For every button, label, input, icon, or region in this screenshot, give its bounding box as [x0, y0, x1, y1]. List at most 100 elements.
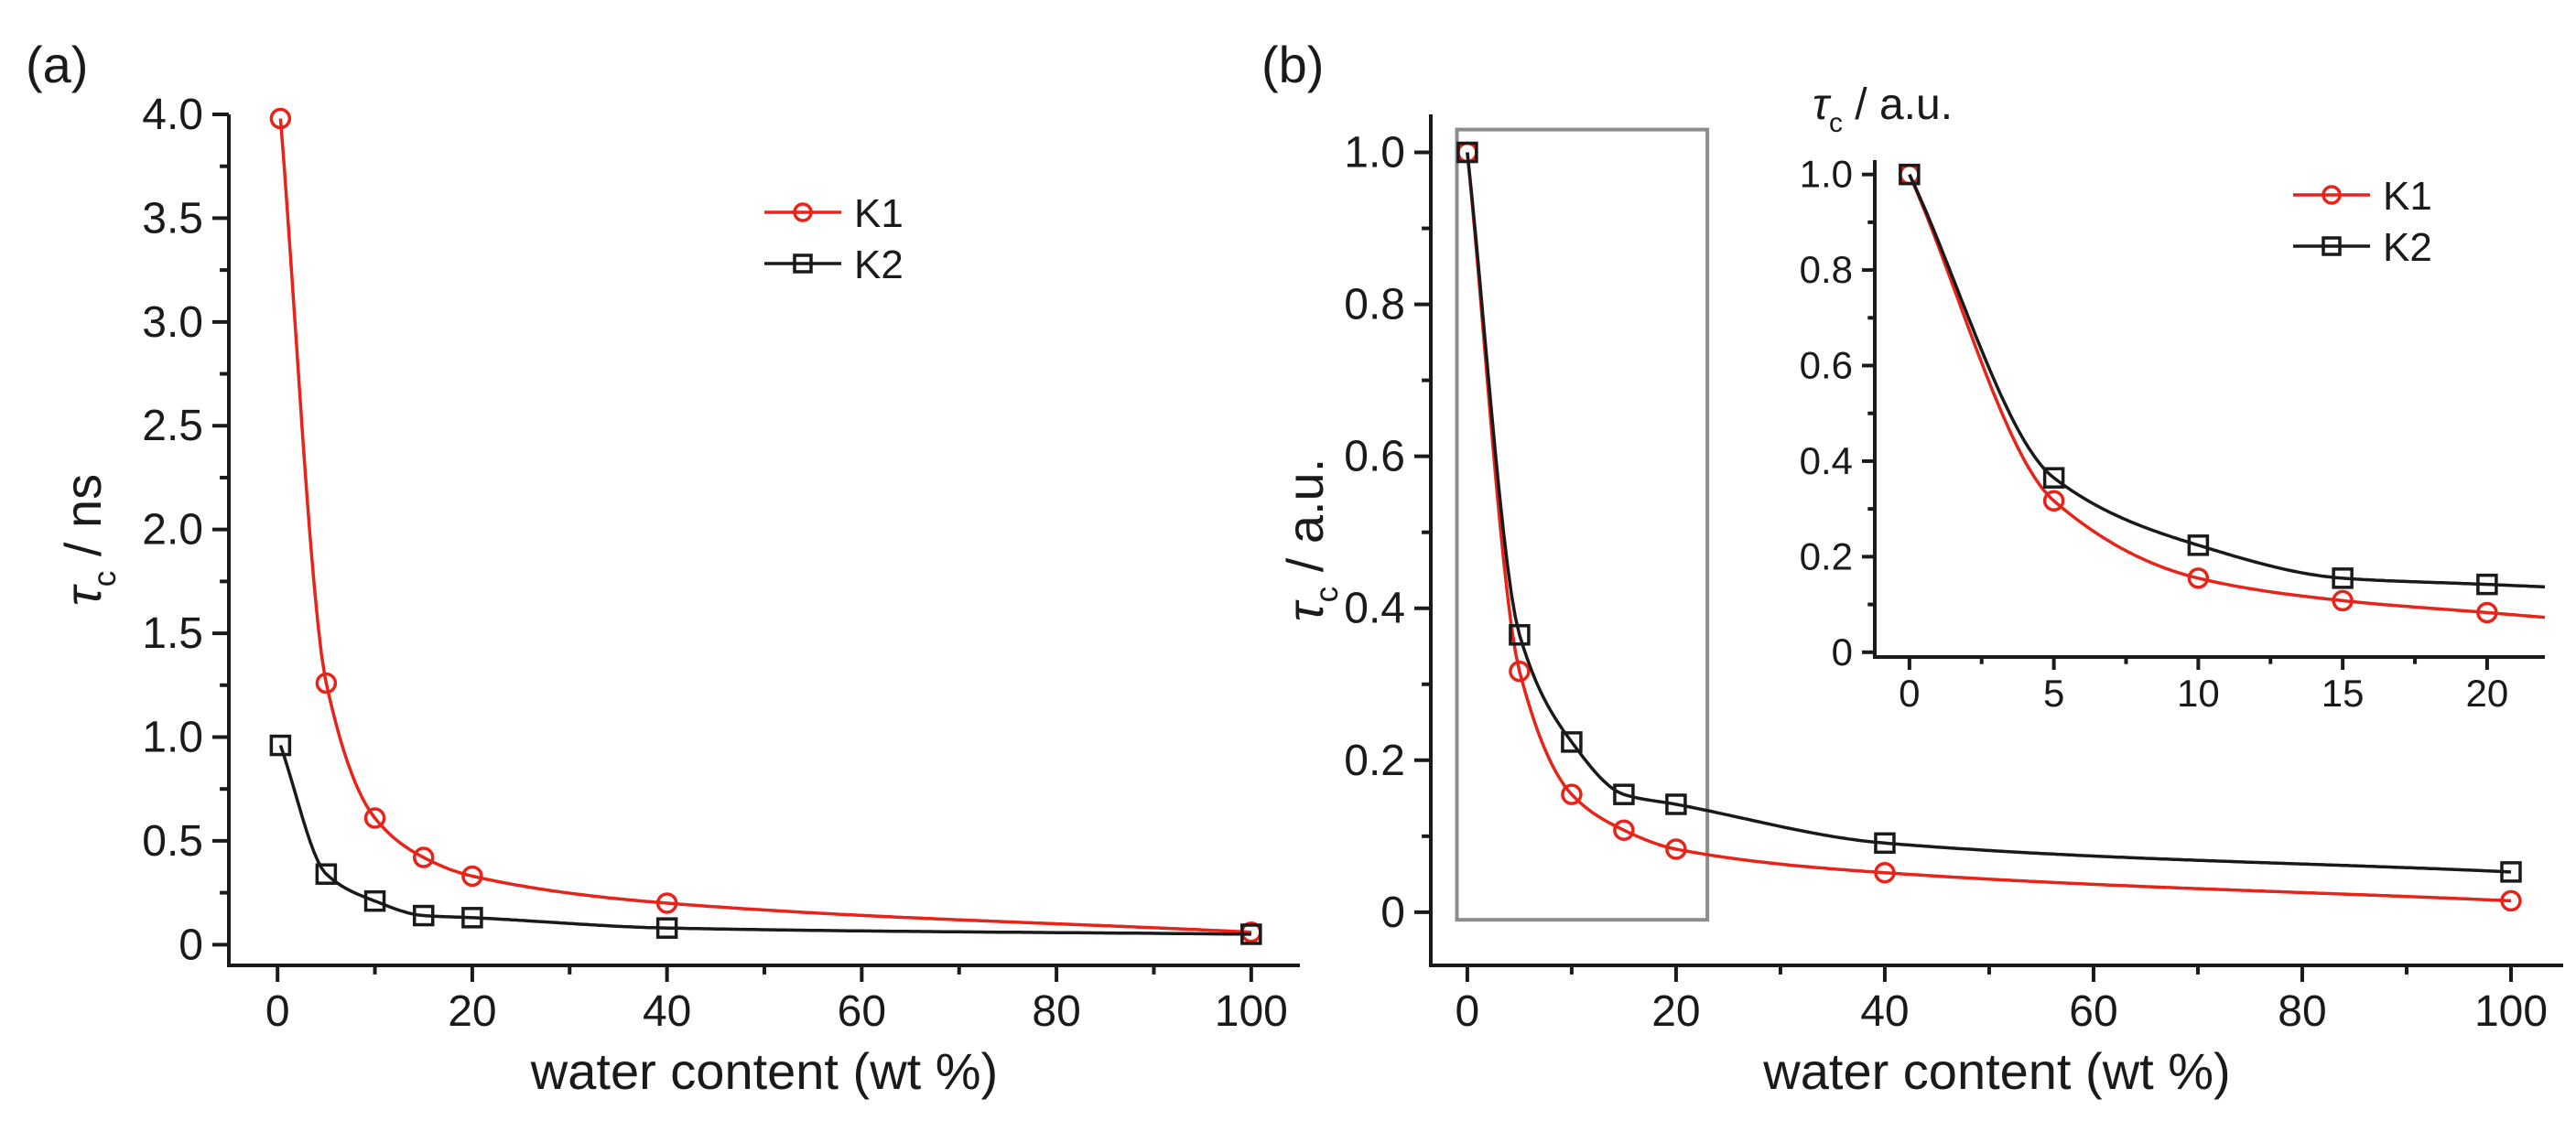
data-point-k1 — [1613, 819, 1635, 841]
y-tick-label: 1.5 — [142, 609, 203, 658]
x-tick-label: 15 — [2322, 672, 2365, 715]
legend-label-k1: K1 — [2383, 174, 2432, 219]
inset-y-label-unit: / a.u. — [1843, 81, 1953, 129]
y-label-symbol: τ — [54, 584, 112, 606]
x-tick-label: 20 — [2466, 672, 2509, 715]
x-tick-label: 80 — [1032, 987, 1080, 1036]
y-label-symbol: τ — [1276, 599, 1334, 621]
inset-y-axis-title: τc / a.u. — [1813, 81, 1953, 138]
y-tick-label: 0.2 — [1800, 534, 1853, 577]
x-tick-label: 10 — [2177, 672, 2220, 715]
x-axis-title: water content (wt %) — [530, 1042, 998, 1100]
x-tick-label: 5 — [2043, 672, 2064, 715]
y-tick-label: 3.0 — [142, 298, 203, 347]
series-k2 — [269, 734, 1262, 945]
inset-y-label-subscript: c — [1829, 108, 1843, 138]
y-tick-label: 0.2 — [1344, 737, 1405, 785]
legend-marker-k1 — [793, 202, 813, 222]
y-axis-title: τc / ns — [54, 474, 123, 606]
x-tick-label: 20 — [448, 987, 496, 1036]
data-point-k1 — [1899, 163, 1921, 186]
data-point-k1 — [1874, 861, 1896, 884]
data-point-k1 — [2187, 567, 2210, 589]
fit-curve-k2 — [1908, 173, 2546, 589]
series-k2 — [1899, 163, 2546, 596]
x-tick-label: 60 — [838, 987, 886, 1036]
y-tick-label: 0 — [179, 921, 203, 969]
y-tick-label: 2.0 — [142, 506, 203, 555]
y-label-unit: / a.u. — [1276, 458, 1334, 587]
data-point-k1 — [1561, 783, 1583, 805]
fit-curve-k1 — [1466, 152, 2512, 903]
inset-y-label-symbol: τ — [1813, 81, 1832, 129]
legend-label-k1: K1 — [854, 191, 904, 236]
axes-frame — [1429, 114, 2563, 967]
data-point-k1 — [2500, 889, 2522, 912]
y-tick-label: 1.0 — [1800, 153, 1853, 196]
data-point-k1 — [269, 107, 292, 130]
data-point-k2 — [1509, 624, 1531, 646]
y-tick-label: 0.5 — [142, 817, 203, 866]
data-point-k2 — [1874, 832, 1896, 855]
y-label-subscript: c — [87, 571, 123, 587]
data-point-k1 — [315, 672, 338, 695]
data-point-k2 — [315, 863, 338, 885]
data-point-k1 — [2476, 601, 2498, 624]
fit-curve-k1 — [278, 118, 1251, 934]
data-point-k1 — [1665, 838, 1687, 860]
x-tick-label: 40 — [643, 987, 691, 1036]
data-point-k1 — [363, 807, 386, 829]
data-point-k2 — [1665, 793, 1687, 815]
data-point-k2 — [2332, 567, 2354, 589]
data-point-k2 — [269, 734, 292, 757]
y-tick-label: 0.8 — [1344, 281, 1405, 329]
series-k1 — [269, 107, 1262, 943]
panel-a: (a) 0 20 40 60 80 100 0 0.5 1.0 1.5 2.0 2.5 3.0 3.5 4.0… — [26, 36, 1300, 1100]
axes-frame — [1873, 160, 2545, 659]
y-tick-label: 0.4 — [1344, 585, 1405, 633]
data-point-k2 — [2042, 467, 2065, 489]
x-tick-label: 80 — [2278, 987, 2326, 1036]
data-point-k2 — [2476, 573, 2498, 596]
x-tick-label: 100 — [2474, 987, 2548, 1036]
data-point-k2 — [1561, 731, 1583, 753]
data-point-k1 — [2042, 490, 2065, 512]
data-point-k2 — [461, 907, 483, 929]
y-tick-label: 1.0 — [142, 713, 203, 761]
data-point-k2 — [1613, 783, 1635, 805]
legend-marker-k1 — [2322, 185, 2342, 205]
series-k1 — [1456, 141, 2522, 912]
data-point-k2 — [2187, 534, 2210, 556]
x-tick-label: 0 — [1899, 672, 1920, 715]
data-point-k1 — [655, 892, 678, 914]
y-tick-label: 4.0 — [142, 91, 203, 139]
data-point-k1 — [412, 846, 435, 868]
data-point-k2 — [1899, 163, 1921, 186]
x-tick-label: 0 — [1456, 987, 1480, 1036]
axes-frame — [227, 114, 1300, 967]
data-point-k2 — [1456, 141, 1478, 164]
data-point-k2 — [655, 917, 678, 939]
x-tick-label: 20 — [1651, 987, 1700, 1036]
x-axis-title: water content (wt %) — [1762, 1042, 2230, 1100]
data-point-k1 — [2332, 589, 2354, 612]
data-point-k2 — [1240, 923, 1262, 945]
x-tick-label: 0 — [265, 987, 290, 1036]
y-tick-label: 0 — [1832, 630, 1853, 673]
y-tick-label: 2.5 — [142, 402, 203, 450]
data-point-k1 — [1509, 660, 1531, 683]
legend-marker-k2 — [793, 253, 813, 274]
series-k2 — [1456, 141, 2522, 883]
panel-label: (a) — [26, 36, 88, 93]
fit-curve-k1 — [1908, 174, 2546, 619]
panel-label: (b) — [1261, 36, 1324, 93]
legend-label-k2: K2 — [2383, 225, 2432, 270]
data-point-k2 — [2500, 861, 2522, 883]
x-tick-label: 100 — [1215, 987, 1288, 1036]
data-point-k2 — [412, 904, 435, 927]
legend-label-k2: K2 — [854, 242, 904, 287]
x-tick-label: 60 — [2069, 987, 2117, 1036]
legend-marker-k2 — [2322, 236, 2342, 256]
